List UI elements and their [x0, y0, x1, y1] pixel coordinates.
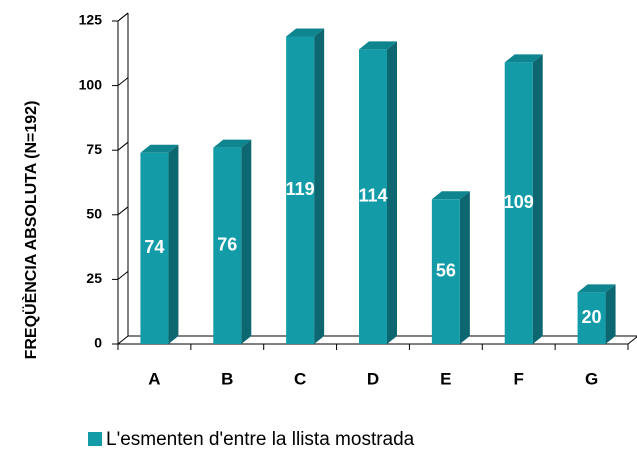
wall-tick [117, 271, 129, 280]
x-tick-label: E [440, 369, 451, 388]
y-axis-title: FREQÜÈNCIA ABSOLUTA (N=192) [21, 101, 40, 360]
bar-top [286, 28, 325, 37]
y-tick-label: 100 [79, 76, 103, 92]
x-tick-label: D [367, 369, 379, 388]
bar-side [387, 41, 397, 344]
value-label: 20 [582, 307, 602, 327]
wall-tick [117, 77, 129, 86]
bar [359, 49, 387, 344]
wall-tick [117, 141, 129, 151]
value-label: 74 [144, 237, 164, 257]
bar [213, 147, 242, 344]
bar-side [605, 284, 616, 344]
bar [577, 292, 606, 344]
bar-side [168, 144, 179, 344]
x-tick-label: B [221, 369, 233, 388]
y-tick-label: 125 [79, 12, 103, 28]
value-label: 109 [504, 192, 534, 212]
bar-top [359, 41, 397, 50]
bar-top [504, 54, 543, 63]
value-label: 114 [358, 185, 387, 205]
y-tick-label: 50 [86, 206, 102, 222]
x-tick-label: G [585, 369, 598, 388]
legend-label: L'esmenten d'entre la llista mostrada [106, 429, 415, 450]
bar [431, 199, 460, 344]
y-tick-label: 25 [86, 270, 102, 286]
wall-tick [117, 206, 129, 216]
x-tick-label: A [148, 369, 160, 388]
wall-tick [117, 12, 129, 22]
bar-top [213, 139, 252, 148]
y-tick-label: 75 [86, 141, 102, 157]
value-label: 76 [217, 235, 237, 255]
bar-side [532, 54, 543, 345]
bar-side [241, 139, 252, 344]
bar-top [431, 191, 470, 200]
bar-top [577, 284, 616, 293]
wall-tick [117, 335, 129, 345]
value-label: 119 [286, 179, 315, 199]
legend-swatch [88, 432, 102, 446]
y-tick-label: 0 [94, 335, 102, 351]
floor-right [627, 336, 637, 345]
x-tick-label: C [294, 369, 306, 388]
bar [140, 152, 169, 344]
value-label: 56 [436, 260, 456, 280]
bar-side [459, 191, 470, 344]
bar [286, 36, 315, 345]
bar-side [314, 28, 325, 345]
bar [504, 62, 533, 345]
x-tick-label: F [514, 369, 524, 388]
bar-top [140, 144, 179, 153]
